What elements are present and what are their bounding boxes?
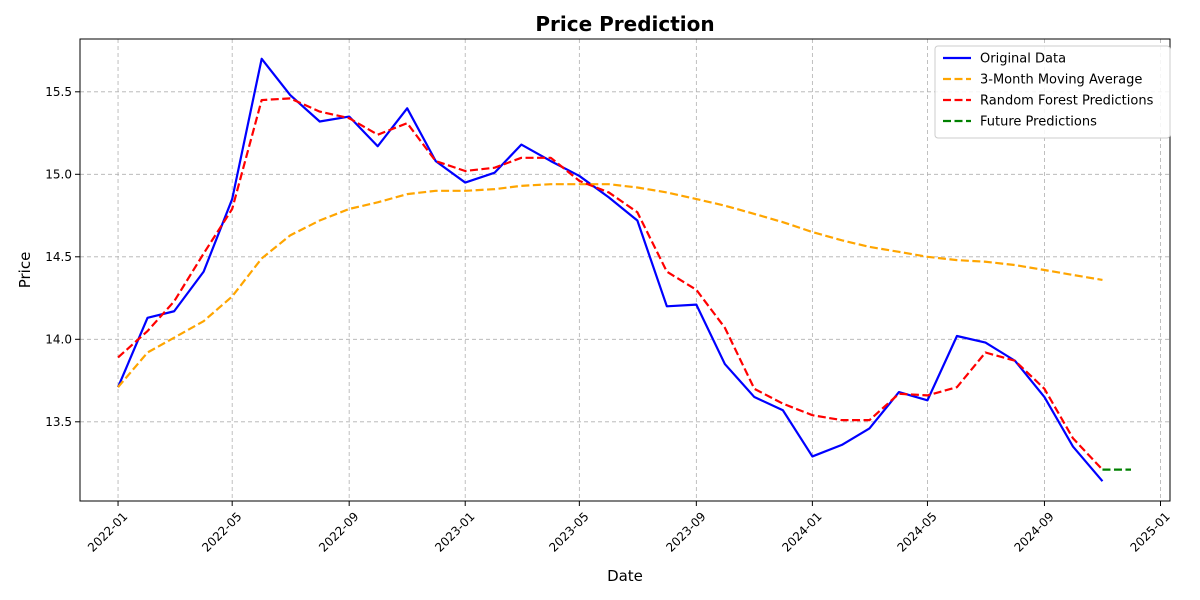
y-axis-title: Price <box>16 252 34 289</box>
y-tick-label: 14.0 <box>45 332 72 346</box>
legend: Original Data 3-Month Moving Average Rando… <box>934 45 1171 139</box>
series-line-original-data <box>117 57 1104 482</box>
y-tick-label: 14.5 <box>45 250 72 264</box>
legend-box <box>934 45 1171 139</box>
legend-label-random-forest-predictions: Random Forest Predictions <box>980 94 1154 109</box>
x-axis-title: Date <box>607 567 643 585</box>
legend-label-original-data: Original Data <box>980 52 1066 67</box>
chart-title: Price Prediction <box>535 12 714 36</box>
plot-frame <box>79 38 1171 502</box>
y-tick-label: 15.5 <box>45 85 72 99</box>
series-lines <box>117 57 1131 482</box>
series-line-3-month-moving-average <box>117 183 1103 388</box>
y-tick-label: 13.5 <box>45 415 72 429</box>
y-tick-label: 15.0 <box>45 167 72 181</box>
legend-label-future-predictions: Future Predictions <box>980 115 1097 130</box>
series-line-random-forest-predictions <box>117 97 1104 471</box>
legend-label-3-month-moving-average: 3-Month Moving Average <box>980 73 1142 88</box>
